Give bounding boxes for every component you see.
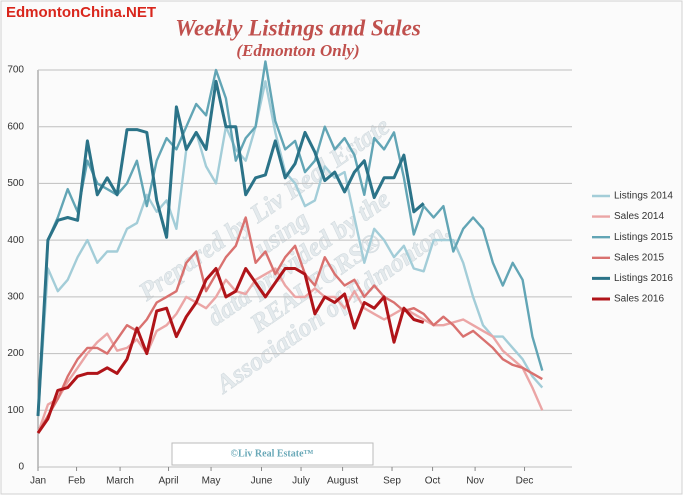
chart-subtitle: (Edmonton Only) xyxy=(236,41,359,60)
x-tick-label: Feb xyxy=(68,476,86,487)
series-line xyxy=(36,267,425,434)
y-tick-label: 700 xyxy=(7,65,24,76)
series-line xyxy=(36,80,544,417)
legend-label: Sales 2014 xyxy=(614,211,664,222)
x-tick-label: Nov xyxy=(466,476,484,487)
series-line xyxy=(36,216,543,434)
x-tick-label: April xyxy=(159,476,179,487)
x-tick-label: March xyxy=(106,476,134,487)
source-watermark: EdmontonChina.NET xyxy=(6,4,156,21)
legend-label: Listings 2014 xyxy=(614,191,673,202)
series-line xyxy=(36,60,544,417)
x-tick-label: June xyxy=(251,476,273,487)
x-tick-label: Dec xyxy=(516,476,534,487)
y-tick-label: 600 xyxy=(7,121,24,132)
legend-label: Sales 2016 xyxy=(614,294,664,305)
y-tick-label: 100 xyxy=(7,405,24,416)
y-tick-label: 300 xyxy=(7,291,24,302)
legend-label: Sales 2015 xyxy=(614,252,664,263)
chart-title: Weekly Listings and Sales xyxy=(175,15,421,40)
x-tick-label: Jan xyxy=(30,476,46,487)
legend-label: Listings 2016 xyxy=(614,273,673,284)
y-tick-label: 500 xyxy=(7,178,24,189)
x-tick-label: Sep xyxy=(383,476,401,487)
y-tick-label: 200 xyxy=(7,348,24,359)
footer: ©Liv Real Estate™ xyxy=(230,448,313,459)
x-tick-label: August xyxy=(327,476,358,487)
legend-label: Listings 2015 xyxy=(614,232,673,243)
series-line xyxy=(36,79,425,417)
series-line xyxy=(36,267,544,434)
x-tick-label: Oct xyxy=(425,476,441,487)
x-tick-label: July xyxy=(292,476,310,487)
footer-box xyxy=(171,442,374,466)
y-tick-label: 0 xyxy=(18,462,24,473)
x-tick-label: May xyxy=(202,476,221,487)
y-tick-label: 400 xyxy=(7,235,24,246)
